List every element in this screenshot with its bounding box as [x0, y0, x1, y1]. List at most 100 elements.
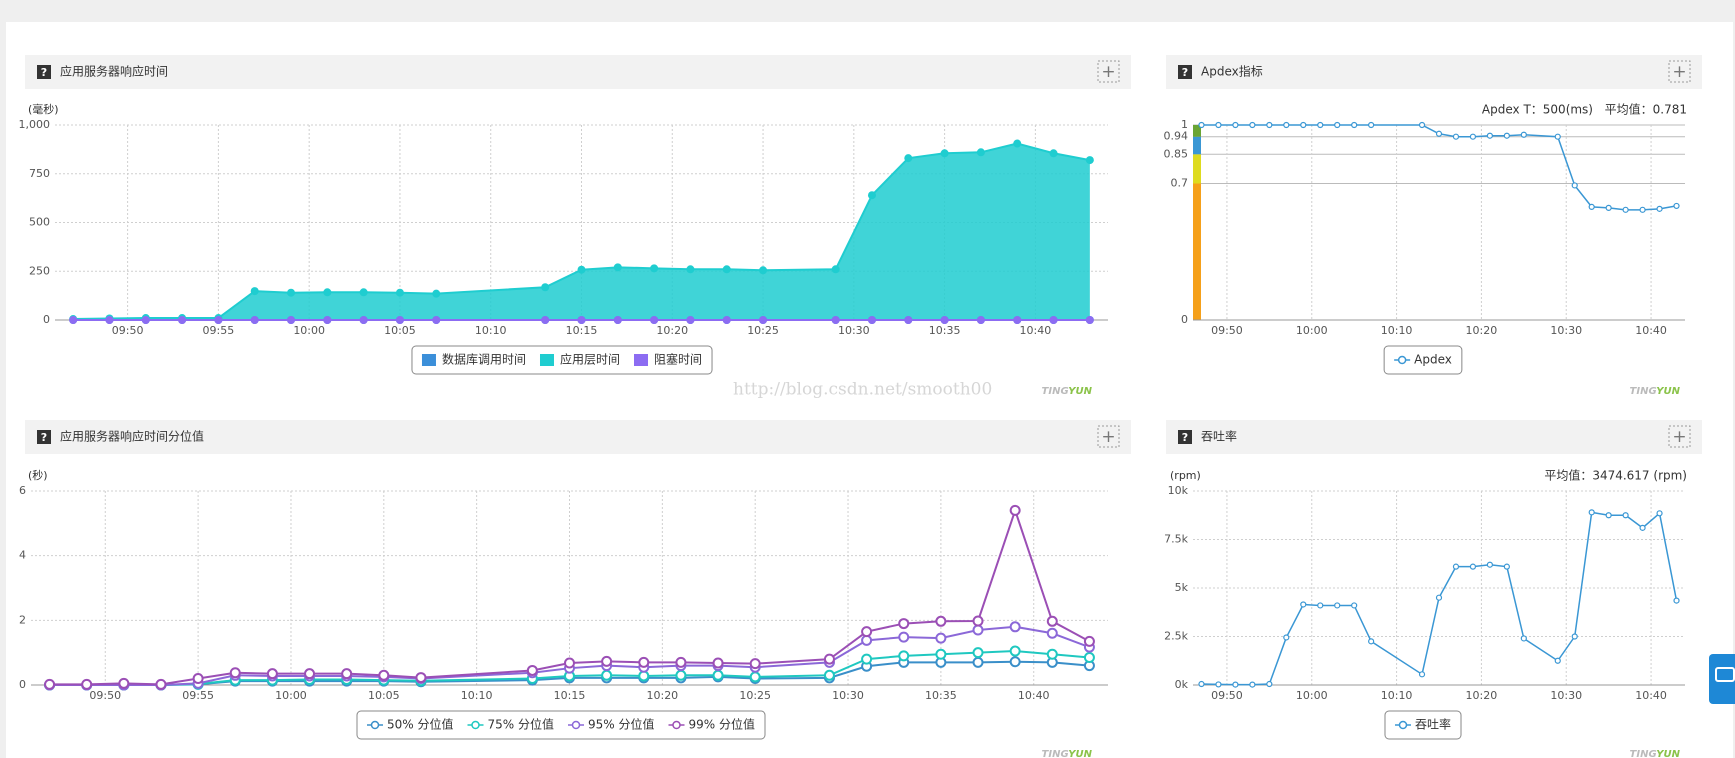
legend-swatch — [539, 354, 554, 366]
x-tick-label: 10:15 — [566, 324, 598, 337]
data-point — [432, 316, 441, 324]
data-point — [759, 316, 768, 324]
data-point — [898, 618, 910, 630]
x-tick-label: 09:50 — [112, 324, 144, 337]
add-button-text: + — [1101, 427, 1115, 447]
add-button[interactable] — [1668, 60, 1691, 83]
legend-swatch — [421, 354, 436, 366]
y-tick-label: 500 — [29, 216, 50, 229]
add-button-text: + — [1101, 62, 1115, 82]
data-point — [1520, 131, 1527, 138]
data-point — [1009, 656, 1021, 668]
data-point — [1249, 681, 1256, 688]
brand-part: TING — [1630, 386, 1657, 397]
legend-label: Apdex — [1414, 353, 1452, 367]
legend-item[interactable]: 95% 分位值 — [568, 717, 655, 732]
legend: Apdex — [1383, 345, 1463, 375]
data-point — [935, 615, 947, 627]
data-point — [1049, 316, 1058, 324]
data-point — [1503, 563, 1510, 570]
data-point — [1503, 132, 1510, 139]
legend-item[interactable]: 吞吐率 — [1394, 717, 1451, 732]
data-point — [1009, 621, 1021, 633]
legend-item[interactable]: 阻塞时间 — [634, 352, 702, 367]
panel-title: 应用服务器响应时间分位值 — [60, 429, 204, 444]
data-point — [1085, 156, 1094, 165]
x-tick-label: 09:50 — [1211, 689, 1243, 702]
data-point — [1435, 130, 1443, 137]
data-point — [867, 316, 876, 324]
y-tick-label: 4 — [19, 549, 26, 562]
data-point — [1283, 634, 1290, 641]
legend-item[interactable]: Apdex — [1394, 353, 1452, 367]
data-point — [1351, 121, 1358, 129]
legend-box — [356, 710, 766, 740]
add-button[interactable] — [1668, 425, 1691, 448]
add-button[interactable] — [1097, 60, 1120, 83]
legend-item[interactable]: 应用层时间 — [539, 352, 620, 367]
data-point — [1198, 680, 1205, 688]
legend-item[interactable]: 75% 分位值 — [467, 717, 555, 732]
data-point — [759, 266, 768, 275]
data-point — [601, 669, 613, 681]
data-point — [250, 287, 259, 296]
legend-label: 50% 分位值 — [387, 717, 454, 732]
brand-part: YUN — [1656, 386, 1680, 397]
data-point — [1046, 627, 1058, 639]
chat-button[interactable] — [1709, 654, 1735, 704]
legend-item[interactable]: 50% 分位值 — [367, 717, 454, 732]
add-button[interactable] — [1097, 425, 1120, 448]
data-point — [323, 288, 332, 297]
data-point — [105, 316, 114, 324]
data-point — [1622, 206, 1629, 213]
data-point — [1622, 512, 1629, 519]
legend-label: 75% 分位值 — [488, 717, 555, 732]
data-point — [359, 288, 368, 297]
data-point — [1283, 121, 1290, 129]
data-point — [1083, 635, 1095, 647]
data-point — [1554, 657, 1561, 664]
legend-swatch — [1397, 355, 1407, 365]
legend-swatch — [471, 720, 480, 730]
series-line — [49, 625, 1090, 686]
brand: TINGYUN — [1042, 749, 1093, 758]
legend-item[interactable]: 99% 分位值 — [668, 717, 756, 732]
help-icon[interactable] — [1178, 65, 1192, 79]
legend-label: 95% 分位值 — [588, 717, 655, 732]
data-point — [1639, 206, 1646, 213]
data-point — [118, 677, 130, 689]
data-point — [686, 316, 695, 324]
data-point — [304, 668, 316, 680]
y-tick-label: 10k — [1168, 484, 1189, 497]
data-point — [1232, 681, 1239, 688]
help-icon[interactable] — [37, 65, 51, 79]
panel-title: Apdex指标 — [1201, 64, 1263, 79]
help-icon-text: ? — [1182, 66, 1188, 79]
x-tick-label: 10:35 — [929, 324, 961, 337]
data-point — [1317, 602, 1324, 609]
data-point — [831, 265, 840, 274]
brand-part: TING — [1042, 749, 1069, 758]
y-tick-label: 0k — [1175, 678, 1189, 691]
help-icon-text: ? — [1182, 431, 1188, 444]
annotation: 平均值：0.781 — [1605, 102, 1687, 117]
data-point — [1588, 509, 1595, 516]
y-tick-label: 0 — [19, 678, 26, 691]
data-point — [1639, 524, 1646, 531]
annotation: Apdex T：500(ms) — [1482, 103, 1593, 117]
data-point — [1083, 652, 1095, 664]
series-area — [73, 143, 1090, 320]
help-icon[interactable] — [1178, 430, 1192, 444]
data-point — [577, 316, 586, 324]
data-point — [250, 316, 259, 324]
brand-part: YUN — [1068, 749, 1092, 758]
x-tick-label: 10:30 — [838, 324, 870, 337]
legend-item[interactable]: 数据库调用时间 — [421, 352, 526, 367]
y-tick-label: 0 — [43, 313, 50, 326]
data-point — [976, 316, 985, 324]
panel-title: 吞吐率 — [1201, 429, 1237, 444]
data-point — [1452, 133, 1460, 140]
data-point — [722, 265, 731, 274]
help-icon[interactable] — [37, 430, 51, 444]
